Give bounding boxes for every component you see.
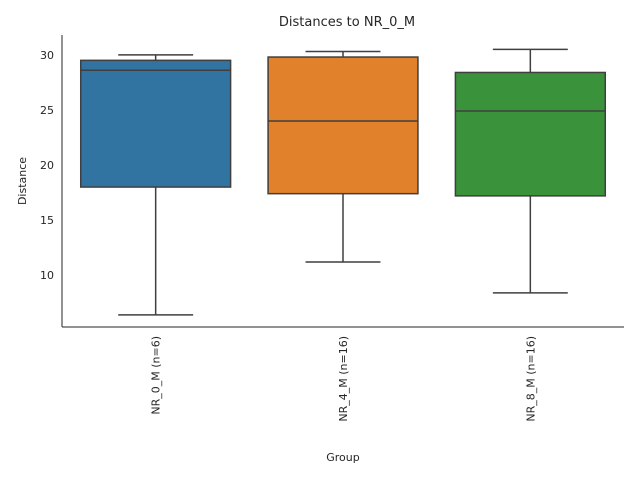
x-tick-label: NR_0_M (n=6) (150, 336, 163, 415)
y-tick-label: 30 (40, 49, 54, 62)
x-tick-label: NR_8_M (n=16) (524, 336, 537, 422)
x-tick-label: NR_4_M (n=16) (337, 336, 350, 422)
box-iqr (267, 56, 419, 195)
y-tick-label: 15 (40, 214, 54, 227)
y-tick-label: 25 (40, 104, 54, 117)
box-group (79, 54, 232, 316)
box-iqr (79, 59, 232, 188)
chart-title: Distances to NR_0_M (279, 15, 415, 30)
y-tick-label: 10 (40, 269, 54, 282)
y-axis-label: Distance (16, 157, 29, 205)
plot-area (79, 48, 607, 316)
y-axis-ticks: 10 15 20 25 30 (40, 49, 54, 282)
x-axis-label: Group (326, 451, 360, 464)
y-tick-label: 20 (40, 159, 54, 172)
box-group (267, 50, 419, 263)
box-iqr (454, 71, 607, 197)
box-group (454, 48, 607, 294)
x-axis-ticks: NR_0_M (n=6) NR_4_M (n=16) NR_8_M (n=16) (150, 336, 538, 422)
